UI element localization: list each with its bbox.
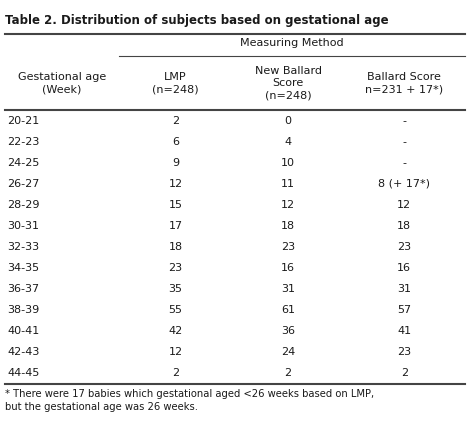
Text: 12: 12 — [397, 200, 411, 210]
Text: 4: 4 — [284, 137, 292, 147]
Text: 2: 2 — [172, 116, 179, 126]
Text: 20-21: 20-21 — [7, 116, 39, 126]
Text: Ballard Score
n=231 + 17*): Ballard Score n=231 + 17*) — [365, 72, 443, 94]
Text: 15: 15 — [168, 200, 182, 210]
Text: -: - — [402, 137, 406, 147]
Text: 16: 16 — [281, 263, 295, 273]
Text: 42-43: 42-43 — [7, 347, 39, 357]
Text: 42: 42 — [168, 326, 182, 336]
Text: 18: 18 — [397, 221, 411, 231]
Text: * There were 17 babies which gestational aged <26 weeks based on LMP,
but the ge: * There were 17 babies which gestational… — [5, 389, 374, 412]
Text: 2: 2 — [284, 368, 292, 378]
Text: 30-31: 30-31 — [7, 221, 39, 231]
Text: 44-45: 44-45 — [7, 368, 39, 378]
Text: 24: 24 — [281, 347, 295, 357]
Text: 8 (+ 17*): 8 (+ 17*) — [378, 179, 430, 189]
Text: 61: 61 — [281, 305, 295, 315]
Text: Measuring Method: Measuring Method — [240, 38, 343, 48]
Text: 26-27: 26-27 — [7, 179, 39, 189]
Text: 34-35: 34-35 — [7, 263, 39, 273]
Text: 23: 23 — [397, 242, 411, 252]
Text: Gestational age
(Week): Gestational age (Week) — [18, 72, 106, 94]
Text: -: - — [402, 116, 406, 126]
Text: 23: 23 — [168, 263, 182, 273]
Text: 38-39: 38-39 — [7, 305, 39, 315]
Text: 18: 18 — [168, 242, 182, 252]
Text: 17: 17 — [168, 221, 182, 231]
Text: 23: 23 — [281, 242, 295, 252]
Text: 31: 31 — [397, 284, 411, 294]
Text: 16: 16 — [397, 263, 411, 273]
Text: 41: 41 — [397, 326, 411, 336]
Text: 2: 2 — [172, 368, 179, 378]
Text: 9: 9 — [172, 158, 179, 168]
Text: 40-41: 40-41 — [7, 326, 39, 336]
Text: 23: 23 — [397, 347, 411, 357]
Text: 36: 36 — [281, 326, 295, 336]
Text: 2: 2 — [401, 368, 408, 378]
Text: Table 2. Distribution of subjects based on gestational age: Table 2. Distribution of subjects based … — [5, 14, 388, 27]
Text: 22-23: 22-23 — [7, 137, 39, 147]
Text: 57: 57 — [397, 305, 411, 315]
Text: 10: 10 — [281, 158, 295, 168]
Text: 35: 35 — [168, 284, 182, 294]
Text: 12: 12 — [168, 347, 182, 357]
Text: 24-25: 24-25 — [7, 158, 39, 168]
Text: 18: 18 — [281, 221, 295, 231]
Text: 36-37: 36-37 — [7, 284, 39, 294]
Text: 11: 11 — [281, 179, 295, 189]
Text: 12: 12 — [281, 200, 295, 210]
Text: 12: 12 — [168, 179, 182, 189]
Text: 28-29: 28-29 — [7, 200, 39, 210]
Text: 6: 6 — [172, 137, 179, 147]
Text: -: - — [402, 158, 406, 168]
Text: 31: 31 — [281, 284, 295, 294]
Text: New Ballard
Score
(n=248): New Ballard Score (n=248) — [255, 66, 321, 100]
Text: LMP
(n=248): LMP (n=248) — [152, 72, 199, 94]
Text: 32-33: 32-33 — [7, 242, 39, 252]
Text: 0: 0 — [284, 116, 292, 126]
Text: 55: 55 — [168, 305, 182, 315]
